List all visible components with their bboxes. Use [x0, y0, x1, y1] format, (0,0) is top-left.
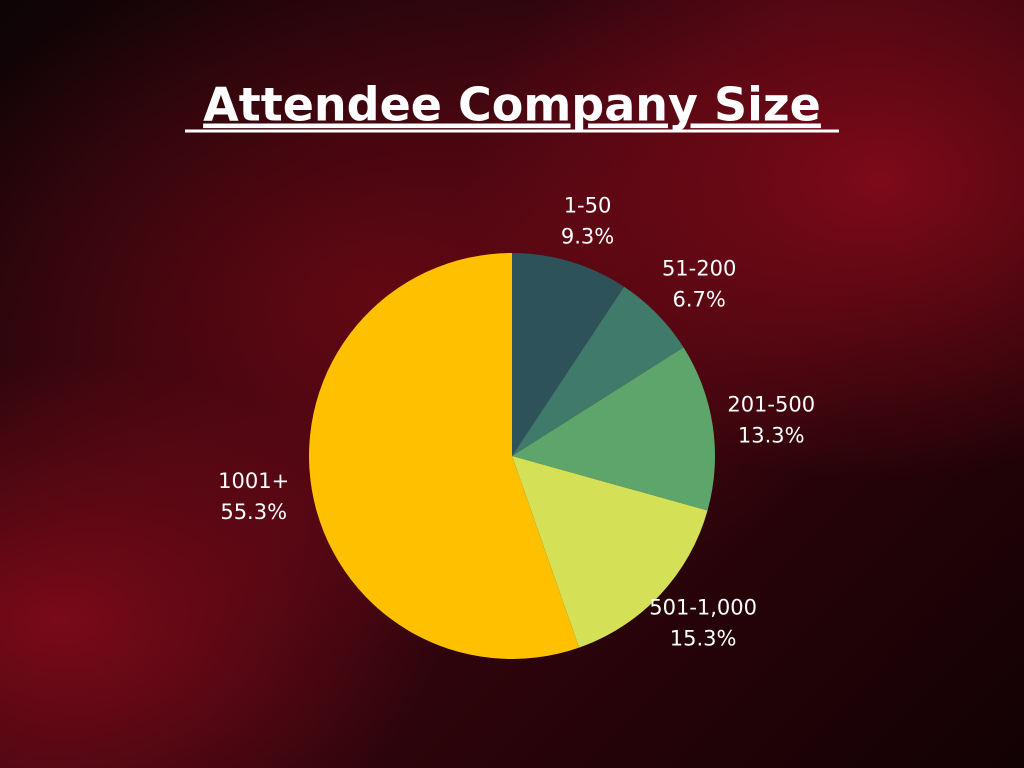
pie-slice [512, 456, 708, 648]
pie-slice [309, 253, 580, 659]
value-label: 13.3% [738, 423, 805, 447]
value-label: 15.3% [670, 627, 737, 651]
pie-slice [512, 347, 715, 511]
category-label: 51-200 [662, 257, 736, 281]
value-label: 55.3% [220, 500, 287, 524]
value-label: 9.3% [561, 224, 614, 248]
pie-slice [512, 286, 684, 456]
category-label: 1-50 [564, 193, 612, 217]
pie-slice [512, 253, 625, 456]
category-label: 1001+ [218, 469, 289, 493]
category-label: 501-1,000 [649, 596, 757, 620]
value-label: 6.7% [672, 288, 725, 312]
chart-title: Attendee Company Size [203, 78, 821, 132]
category-label: 201-500 [727, 392, 815, 416]
